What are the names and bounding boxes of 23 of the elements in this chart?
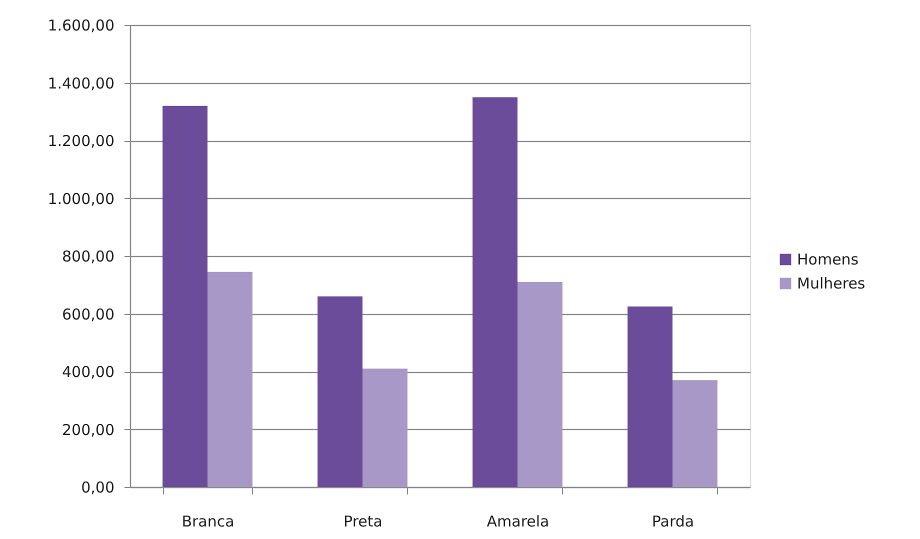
bar [628,306,672,487]
bar [208,272,252,487]
y-tick-label: 0,00 [81,478,114,496]
x-tick-label: Preta [344,512,382,530]
y-tick-label: 800,00 [62,248,114,266]
bar [318,296,362,487]
legend-label: Homens [797,250,859,268]
y-tick-label: 1.200,00 [48,132,114,150]
x-tick-label: Branca [182,512,234,530]
y-tick-label: 1.400,00 [48,74,114,92]
bar [162,106,208,487]
y-tick-label: 1.000,00 [48,190,114,208]
bar [362,368,408,487]
y-tick-label: 400,00 [62,363,114,381]
y-tick-label: 1.600,00 [48,16,114,34]
y-tick-label: 200,00 [62,420,114,439]
bar [472,97,518,487]
x-tick-label: Amarela [486,512,550,530]
legend-label: Mulheres [797,274,866,292]
y-tick-label: 600,00 [62,305,114,324]
bar [672,380,718,487]
bar [518,282,562,487]
x-tick-label: Parda [652,512,694,530]
